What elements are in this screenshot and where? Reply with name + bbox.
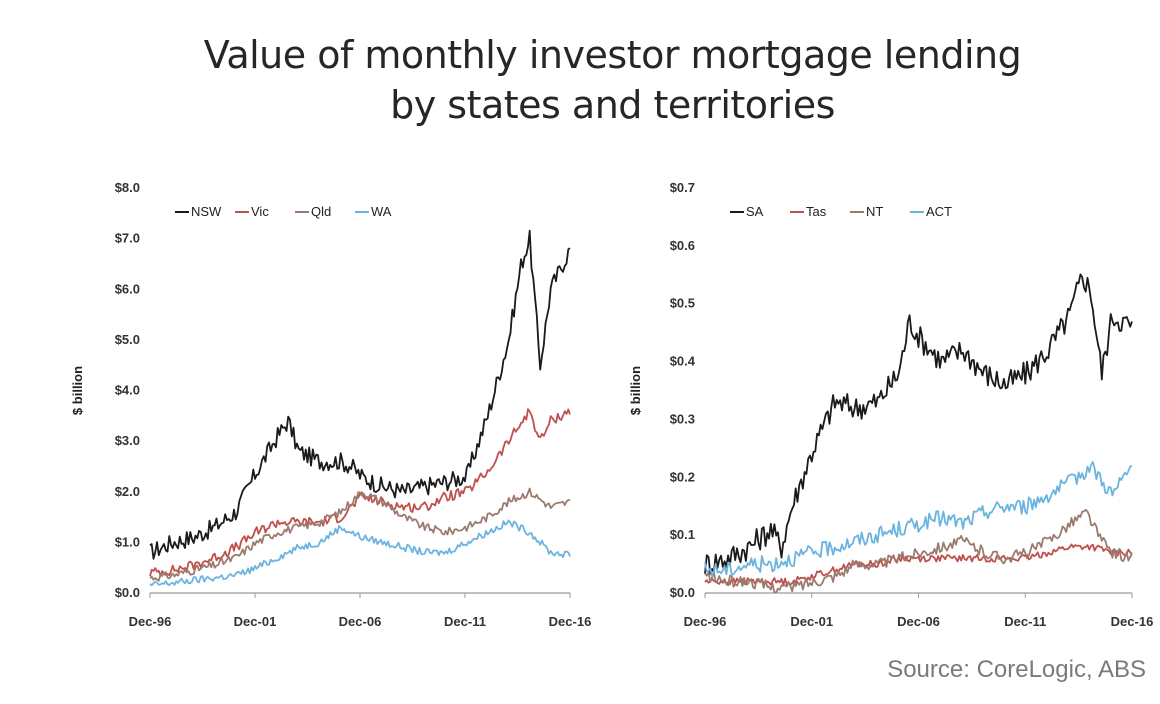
- y-tick-label: $0.4: [670, 354, 696, 369]
- chart-title: Value of monthly investor mortgage lendi…: [0, 30, 1160, 130]
- y-tick-label: $0.2: [670, 469, 695, 484]
- legend-label-nt: NT: [866, 204, 883, 219]
- y-tick-label: $0.1: [670, 527, 695, 542]
- legend-label-tas: Tas: [806, 204, 827, 219]
- x-tick-label: Dec-11: [1004, 614, 1046, 629]
- y-tick-label: $0.6: [670, 238, 695, 253]
- y-axis-label: $ billion: [628, 366, 643, 415]
- y-tick-label: $0.3: [670, 411, 695, 426]
- legend-label-sa: SA: [746, 204, 764, 219]
- y-tick-label: $1.0: [115, 534, 140, 549]
- chart-panel-1: Dec-96 Dec-01 Dec-06 Dec-11 Dec-16 $0.0 $1.0 $2…: [70, 180, 591, 629]
- y-axis-label: $ billion: [70, 366, 85, 415]
- legend-label-act: ACT: [926, 204, 952, 219]
- series-line-act: [704, 460, 1133, 578]
- y-tick-label: $7.0: [115, 231, 140, 246]
- series-line-wa: [149, 519, 571, 587]
- series-line-nt: [704, 508, 1133, 594]
- source-note: Source: CoreLogic, ABS: [887, 656, 1146, 683]
- x-tick-label: Dec-11: [444, 614, 486, 629]
- y-tick-label: $6.0: [115, 281, 140, 296]
- y-tick-label: $8.0: [115, 180, 140, 195]
- y-tick-label: $0.5: [670, 296, 695, 311]
- y-tick-label: $2.0: [115, 484, 140, 499]
- series-line-qld: [149, 487, 570, 582]
- y-tick-label: $3.0: [115, 433, 140, 448]
- chart-panel-2: Dec-96 Dec-01 Dec-06 Dec-11 Dec-16 $0.0 $0.1 $0…: [628, 180, 1153, 629]
- chart-title-line-2: by states and territories: [390, 83, 835, 127]
- legend-label-nsw: NSW: [191, 204, 222, 219]
- series-line-tas: [704, 543, 1133, 586]
- y-tick-label: $0.7: [670, 180, 695, 195]
- x-tick-label: Dec-96: [129, 614, 172, 629]
- y-tick-label: $5.0: [115, 332, 140, 347]
- legend-label-wa: WA: [371, 204, 392, 219]
- y-tick-label: $0.0: [670, 585, 695, 600]
- x-tick-label: Dec-16: [1111, 614, 1154, 629]
- chart-title-line-1: Value of monthly investor mortgage lendi…: [203, 33, 1022, 77]
- legend-label-qld: Qld: [311, 204, 331, 219]
- x-tick-label: Dec-06: [897, 614, 940, 629]
- y-tick-label: $0.0: [115, 585, 140, 600]
- series-line-nsw: [149, 229, 571, 560]
- y-tick-label: $4.0: [115, 383, 140, 398]
- x-tick-label: Dec-16: [549, 614, 592, 629]
- x-tick-label: Dec-96: [684, 614, 727, 629]
- x-tick-label: Dec-01: [234, 614, 277, 629]
- x-tick-label: Dec-01: [790, 614, 833, 629]
- series-line-sa: [704, 273, 1133, 575]
- legend-label-vic: Vic: [251, 204, 269, 219]
- x-tick-label: Dec-06: [339, 614, 382, 629]
